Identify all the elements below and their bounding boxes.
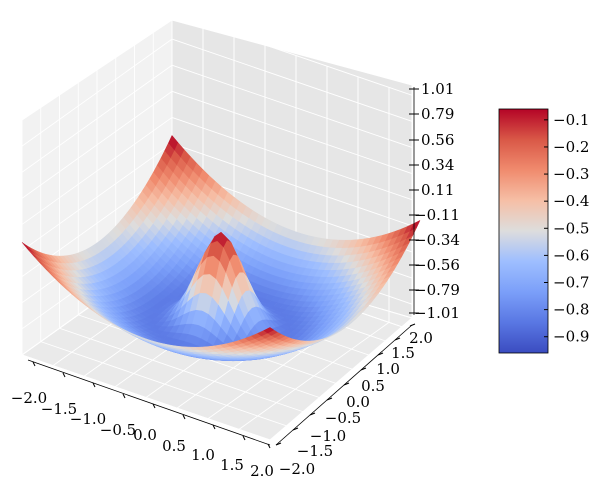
surface-mesh: [21, 134, 421, 362]
x-tick-label: −2.0: [11, 389, 47, 407]
z-tick: 0.34: [409, 156, 454, 174]
x-axis-line: [27, 359, 271, 446]
z-tick: 0.56: [409, 131, 454, 149]
y-tick: 0.0: [343, 382, 370, 411]
colorbar-tick-label: −0.2: [553, 138, 589, 156]
grid-line: [21, 64, 173, 173]
z-tick: −0.11: [409, 206, 460, 224]
colorbar-tick-label: −0.4: [553, 192, 589, 210]
colorbar-tick: −0.7: [544, 274, 589, 292]
z-tick: 0.79: [409, 105, 454, 123]
colorbar-tick: −0.3: [544, 165, 589, 183]
z-tick-label: 0.56: [421, 131, 454, 149]
x-tick-label: 2.0: [250, 462, 274, 480]
colorbar-tick: −0.4: [544, 192, 589, 210]
x-tick: 1.0: [191, 424, 216, 464]
colorbar-tick-label: −0.5: [553, 219, 589, 237]
grid-line: [238, 322, 390, 430]
x-tick-label: 1.5: [220, 456, 244, 474]
y-tick-label: 0.5: [361, 377, 385, 395]
grid-line: [171, 64, 421, 151]
z-tick: −0.34: [409, 231, 460, 249]
z-tick-label: −0.56: [414, 256, 460, 274]
grid-line: [21, 12, 173, 121]
z-tick-label: −1.01: [414, 304, 460, 322]
z-tick: −0.56: [409, 256, 460, 274]
colorbar-tick: −0.8: [544, 301, 589, 319]
grid-line: [21, 143, 173, 251]
x-tick-label: −0.5: [100, 421, 136, 439]
colorbar-tick-label: −0.3: [553, 165, 589, 183]
z-ticks: 1.01 0.79 0.56 0.34 0.11 −0.11 −0.34 −0.…: [409, 80, 460, 322]
y-tick: 1.5: [391, 337, 415, 362]
z-tick-label: −0.34: [414, 231, 460, 249]
y-tick: 2.0: [409, 323, 433, 347]
z-tick-label: −0.79: [414, 281, 460, 299]
y-tick-label: −1.5: [297, 442, 333, 460]
y-tick: 0.5: [360, 367, 385, 395]
grid-line: [171, 12, 421, 99]
colorbar-tick-label: −0.7: [553, 274, 589, 292]
z-tick-label: 0.79: [421, 105, 454, 123]
surface-patch: [263, 327, 275, 334]
grid-line: [171, 38, 421, 125]
x-ticks: −2.0 −1.5 −1.0 −0.5 0.0 0.5 1.0 1.5 2.0: [11, 361, 274, 480]
x-tick: 1.5: [220, 435, 246, 474]
z-tick-label: 1.01: [421, 80, 454, 98]
grid-line: [171, 117, 421, 203]
x-tick: −0.5: [100, 393, 136, 439]
x-tick: 2.0: [250, 443, 274, 480]
y-ticks: −2.0 −1.5 −1.0 −0.5 0.0 0.5 1.0 1.5 2.0: [275, 323, 433, 478]
grid-line: [171, 90, 421, 177]
y-tick: −2.0: [275, 442, 315, 478]
y-tick-label: 1.5: [391, 344, 415, 362]
x-tick: −1.0: [70, 382, 106, 428]
z-tick: 1.01: [409, 80, 454, 98]
y-tick-label: −0.5: [325, 409, 361, 427]
colorbar-tick: −0.2: [544, 138, 589, 156]
colorbar: −0.9 −0.8 −0.7 −0.6 −0.5 −0.4 −0.3 −0.2 …: [498, 108, 589, 354]
y-tick-label: 2.0: [409, 329, 433, 347]
y-tick-label: −2.0: [279, 460, 315, 478]
y-tick: −0.5: [325, 397, 361, 427]
colorbar-tick-label: −0.9: [553, 328, 589, 346]
x-tick-label: 1.0: [191, 446, 215, 464]
grid-line: [21, 38, 173, 147]
y-tick: 1.0: [376, 352, 400, 378]
z-tick: 0.11: [409, 181, 454, 199]
z-tick: −0.79: [409, 281, 460, 299]
colorbar-tick: −0.9: [544, 328, 589, 346]
z-tick-label: 0.11: [421, 181, 454, 199]
x-tick-label: −1.0: [70, 410, 106, 428]
colorbar-tick: −0.1: [544, 111, 589, 129]
x-tick: −1.5: [41, 372, 77, 418]
x-tick-label: −1.5: [41, 400, 77, 418]
colorbar-ticks: −0.9 −0.8 −0.7 −0.6 −0.5 −0.4 −0.3 −0.2 …: [544, 111, 589, 346]
z-tick: −1.01: [409, 304, 460, 322]
x-tick: 0.0: [133, 403, 157, 444]
grid-line: [269, 332, 421, 441]
z-tick-label: 0.34: [421, 156, 454, 174]
colorbar-tick: −0.5: [544, 219, 589, 237]
x-tick: −2.0: [11, 361, 47, 407]
y-tick: −1.0: [310, 412, 346, 445]
z-tick-label: −0.11: [414, 206, 460, 224]
grid-line: [21, 117, 173, 225]
y-tick-label: 0.0: [346, 393, 370, 411]
y-tick-label: 1.0: [376, 360, 400, 378]
colorbar-tick-label: −0.8: [553, 301, 589, 319]
colorbar-tick-label: −0.1: [553, 111, 589, 129]
colorbar-tick: −0.6: [544, 246, 589, 264]
x-tick-label: 0.5: [162, 437, 186, 455]
y-tick: −1.5: [292, 427, 333, 460]
x-tick: 0.5: [162, 414, 186, 455]
y-tick-label: −1.0: [310, 427, 346, 445]
colorbar-tick-label: −0.6: [553, 246, 589, 264]
colorbar-gradient: [498, 108, 549, 354]
x-tick-label: 0.0: [133, 426, 157, 444]
grid-line: [21, 90, 173, 199]
grid-line: [171, 143, 421, 229]
